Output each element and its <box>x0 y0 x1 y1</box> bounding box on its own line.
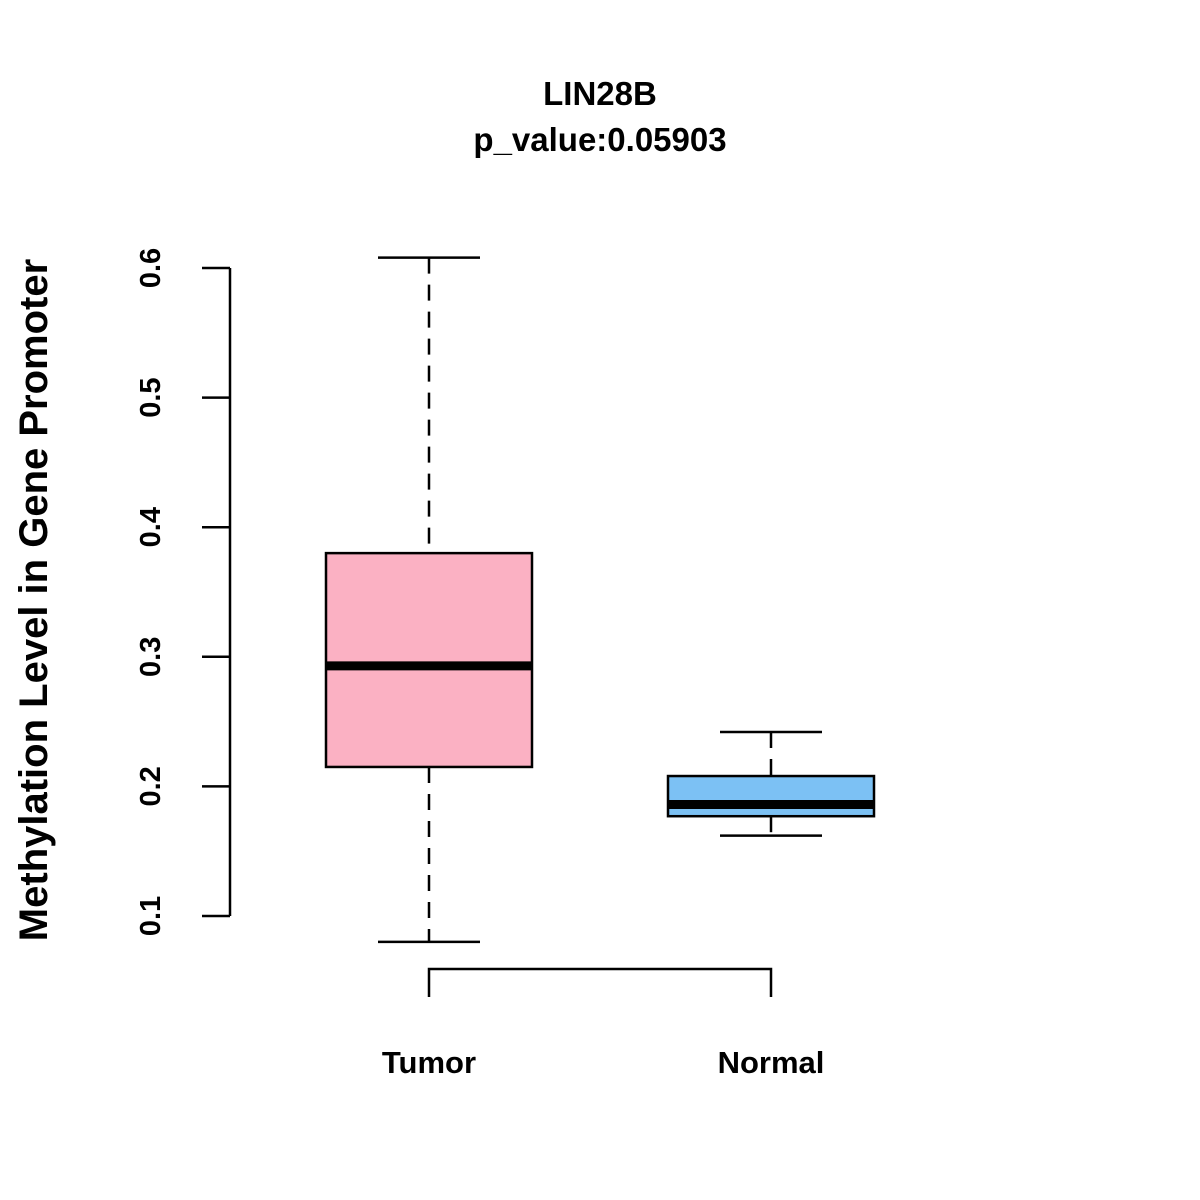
x-tick-label-normal: Normal <box>718 1045 825 1080</box>
tumor-box <box>324 551 534 769</box>
x-axis-line <box>427 967 773 997</box>
x-tick-label-tumor: Tumor <box>382 1045 476 1080</box>
y-tick-label-0.6: 0.6 <box>135 248 167 288</box>
y-axis-label: Methylation Level in Gene Promoter <box>12 259 56 941</box>
y-axis: 0.1 0.2 0.3 0.4 0.5 0.6 <box>135 248 232 936</box>
boxes-group <box>324 256 876 944</box>
y-tick-label-0.4: 0.4 <box>135 507 167 547</box>
chart-title: LIN28B <box>543 75 657 112</box>
y-tick-label-0.3: 0.3 <box>135 637 167 677</box>
chart-subtitle: p_value:0.05903 <box>473 121 726 158</box>
y-tick-label-0.2: 0.2 <box>135 766 167 806</box>
x-axis: Tumor Normal <box>382 967 825 1080</box>
normal-box <box>666 774 876 818</box>
y-tick-label-0.5: 0.5 <box>135 377 167 417</box>
y-tick-label-0.1: 0.1 <box>135 896 167 936</box>
